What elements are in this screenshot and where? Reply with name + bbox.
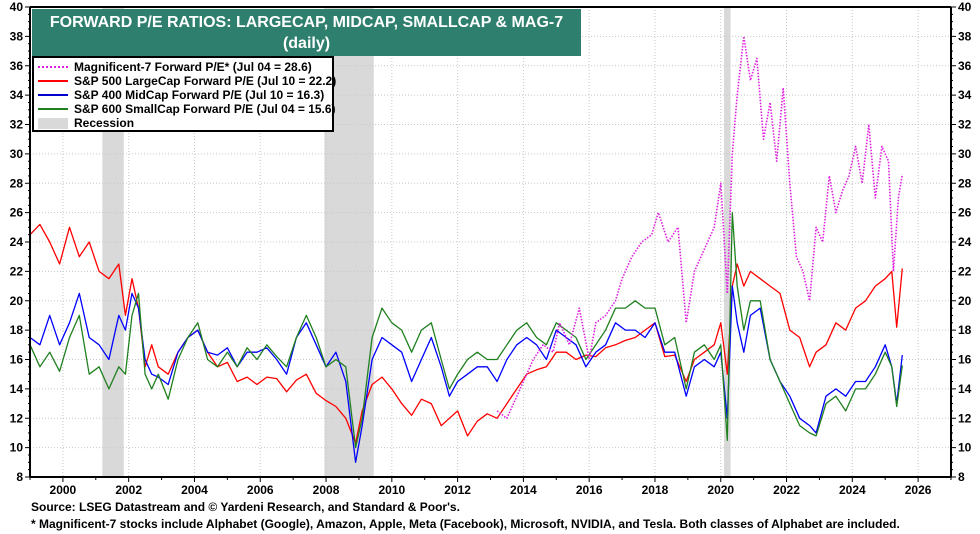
y-tick-label-left: 8 [16, 470, 23, 484]
y-tick-label-left: 20 [10, 294, 24, 308]
legend-item-sp600: S&P 600 SmallCap Forward P/E (Jul 04 = 1… [38, 102, 336, 116]
series-lines [29, 35, 904, 463]
y-tick-label-right: 22 [958, 264, 972, 278]
y-tick-label-left: 38 [10, 29, 24, 43]
legend-item-sp500: S&P 500 LargeCap Forward P/E (Jul 10 = 2… [38, 74, 336, 88]
y-tick-label-right: 38 [958, 29, 972, 43]
legend-label-sp600: S&P 600 SmallCap Forward P/E (Jul 04 = 1… [74, 102, 336, 116]
x-tick-label: 2004 [181, 483, 208, 497]
legend-label-mag7: Magnificent-7 Forward P/E* (Jul 04 = 28.… [74, 60, 312, 74]
series-mag7 [496, 35, 904, 420]
series-sp600 [29, 211, 903, 449]
x-tick-label: 2012 [444, 483, 471, 497]
legend-item-recession: Recession [38, 116, 134, 130]
y-tick-label-left: 18 [10, 323, 24, 337]
y-tick-label-right: 12 [958, 411, 972, 425]
y-tick-label-left: 30 [10, 147, 24, 161]
y-tick-label-right: 32 [958, 118, 972, 132]
legend-swatch-sp400 [38, 94, 68, 96]
y-tick-label-left: 34 [10, 88, 24, 102]
legend-swatch-sp600 [38, 108, 68, 110]
x-tick-label: 2018 [642, 483, 669, 497]
legend-label-sp400: S&P 400 MidCap Forward P/E (Jul 10 = 16.… [74, 88, 325, 102]
y-tick-label-right: 24 [958, 235, 972, 249]
y-tick-label-right: 34 [958, 88, 972, 102]
x-tick-label: 2022 [773, 483, 800, 497]
x-tick-label: 2002 [115, 483, 142, 497]
footnote: * Magnificent-7 stocks include Alphabet … [31, 517, 900, 531]
recession-band [724, 7, 731, 477]
x-tick-label: 2016 [576, 483, 603, 497]
y-tick-label-left: 32 [10, 118, 24, 132]
chart-subtitle: (daily) [282, 35, 331, 52]
x-tick-label: 2006 [247, 483, 274, 497]
legend-item-sp400: S&P 400 MidCap Forward P/E (Jul 10 = 16.… [38, 88, 324, 102]
y-tick-label-left: 16 [10, 353, 24, 367]
y-tick-label-right: 26 [958, 206, 972, 220]
x-tick-label: 2020 [707, 483, 734, 497]
legend-item-mag7: Magnificent-7 Forward P/E* (Jul 04 = 28.… [38, 60, 312, 74]
y-tick-label-right: 10 [958, 441, 972, 455]
source-note: Source: LSEG Datastream and © Yardeni Re… [31, 500, 460, 514]
legend-label-sp500: S&P 500 LargeCap Forward P/E (Jul 10 = 2… [74, 74, 337, 88]
legend: Magnificent-7 Forward P/E* (Jul 04 = 28.… [32, 56, 336, 132]
y-tick-label-left: 14 [10, 382, 24, 396]
y-tick-label-left: 24 [10, 235, 24, 249]
y-tick-label-right: 30 [958, 147, 972, 161]
x-tick-label: 2026 [905, 483, 932, 497]
x-tick-label: 2014 [510, 483, 537, 497]
x-tick-label: 2024 [839, 483, 866, 497]
legend-swatch-sp500 [38, 80, 68, 82]
y-tick-label-left: 28 [10, 176, 24, 190]
legend-swatch-recession [38, 117, 68, 129]
axes [25, 6, 956, 482]
y-tick-label-right: 14 [958, 382, 972, 396]
y-tick-label-left: 26 [10, 206, 24, 220]
y-tick-label-right: 16 [958, 353, 972, 367]
series-sp400 [29, 285, 903, 463]
y-tick-label-left: 10 [10, 441, 24, 455]
series-sp500 [29, 223, 903, 444]
y-tick-label-right: 18 [958, 323, 972, 337]
y-tick-label-right: 28 [958, 176, 972, 190]
y-tick-label-right: 40 [958, 0, 972, 14]
legend-label-recession: Recession [74, 116, 135, 130]
x-tick-label: 2000 [50, 483, 77, 497]
y-tick-label-right: 20 [958, 294, 972, 308]
y-tick-label-right: 36 [958, 59, 972, 73]
y-tick-label-left: 40 [10, 0, 24, 14]
x-tick-label: 2010 [378, 483, 405, 497]
chart-title-box: FORWARD P/E RATIOS: LARGECAP, MIDCAP, SM… [32, 9, 581, 56]
y-tick-label-left: 36 [10, 59, 24, 73]
x-tick-label: 2008 [313, 483, 340, 497]
y-tick-label-left: 22 [10, 264, 24, 278]
y-tick-label-right: 8 [958, 470, 965, 484]
legend-swatch-mag7 [38, 66, 68, 68]
chart-title: FORWARD P/E RATIOS: LARGECAP, MIDCAP, SM… [49, 14, 564, 31]
y-tick-label-left: 12 [10, 411, 24, 425]
